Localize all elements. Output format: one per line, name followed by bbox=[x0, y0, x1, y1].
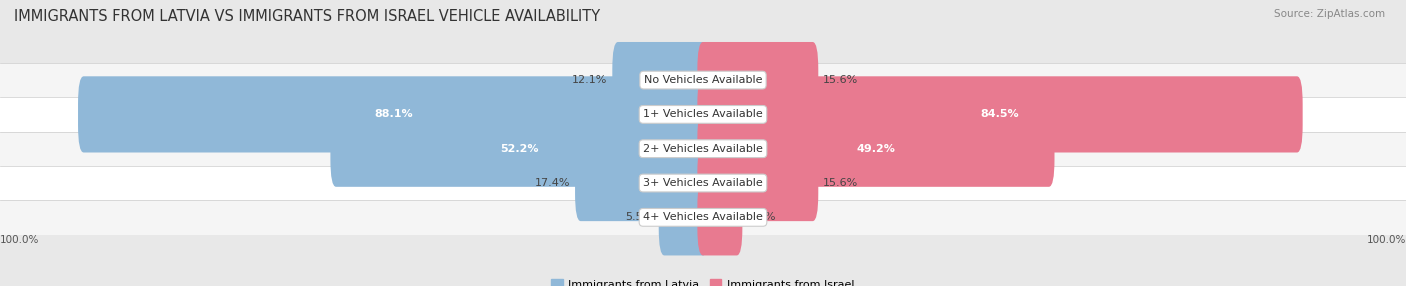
Text: 3+ Vehicles Available: 3+ Vehicles Available bbox=[643, 178, 763, 188]
Text: 84.5%: 84.5% bbox=[981, 110, 1019, 119]
Legend: Immigrants from Latvia, Immigrants from Israel: Immigrants from Latvia, Immigrants from … bbox=[547, 275, 859, 286]
Text: 12.1%: 12.1% bbox=[572, 75, 607, 85]
Text: 15.6%: 15.6% bbox=[824, 178, 859, 188]
Bar bbox=[0, 97, 1406, 132]
Bar bbox=[0, 166, 1406, 200]
Text: 52.2%: 52.2% bbox=[501, 144, 538, 154]
Text: 100.0%: 100.0% bbox=[0, 235, 39, 245]
FancyBboxPatch shape bbox=[330, 111, 709, 187]
Text: 88.1%: 88.1% bbox=[374, 110, 412, 119]
FancyBboxPatch shape bbox=[658, 179, 709, 255]
FancyBboxPatch shape bbox=[697, 179, 742, 255]
Bar bbox=[0, 63, 1406, 97]
Text: 5.5%: 5.5% bbox=[626, 212, 654, 222]
Text: 4+ Vehicles Available: 4+ Vehicles Available bbox=[643, 212, 763, 222]
Text: IMMIGRANTS FROM LATVIA VS IMMIGRANTS FROM ISRAEL VEHICLE AVAILABILITY: IMMIGRANTS FROM LATVIA VS IMMIGRANTS FRO… bbox=[14, 9, 600, 23]
Bar bbox=[0, 132, 1406, 166]
FancyBboxPatch shape bbox=[697, 145, 818, 221]
Text: 2+ Vehicles Available: 2+ Vehicles Available bbox=[643, 144, 763, 154]
FancyBboxPatch shape bbox=[79, 76, 709, 152]
Text: 17.4%: 17.4% bbox=[534, 178, 571, 188]
Text: 49.2%: 49.2% bbox=[856, 144, 896, 154]
Text: 4.8%: 4.8% bbox=[748, 212, 776, 222]
Text: No Vehicles Available: No Vehicles Available bbox=[644, 75, 762, 85]
FancyBboxPatch shape bbox=[697, 76, 1303, 152]
FancyBboxPatch shape bbox=[613, 42, 709, 118]
FancyBboxPatch shape bbox=[575, 145, 709, 221]
Text: 15.6%: 15.6% bbox=[824, 75, 859, 85]
FancyBboxPatch shape bbox=[697, 42, 818, 118]
Bar bbox=[0, 200, 1406, 235]
FancyBboxPatch shape bbox=[697, 111, 1054, 187]
Text: Source: ZipAtlas.com: Source: ZipAtlas.com bbox=[1274, 9, 1385, 19]
Text: 100.0%: 100.0% bbox=[1367, 235, 1406, 245]
Text: 1+ Vehicles Available: 1+ Vehicles Available bbox=[643, 110, 763, 119]
